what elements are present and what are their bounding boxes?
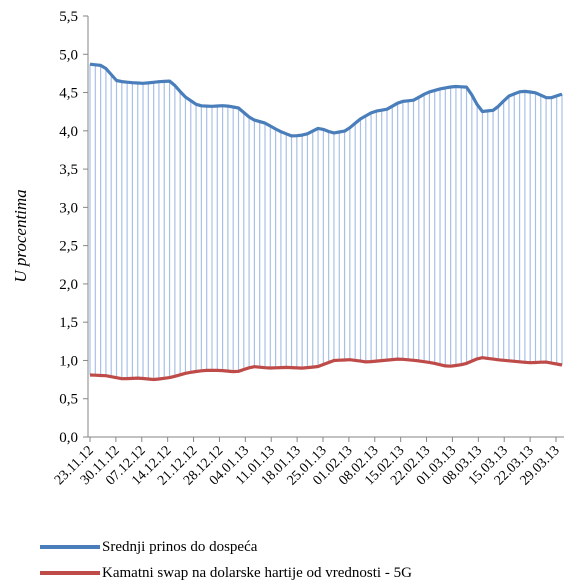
y-tick-label: 3,5 bbox=[59, 162, 78, 178]
legend-item-yield: Srednji prinos do dospeća bbox=[40, 534, 412, 560]
y-tick-label: 0,0 bbox=[59, 430, 78, 446]
legend-label-swap: Kamatni swap na dolarske hartije od vred… bbox=[102, 564, 412, 581]
y-tick-label: 1,5 bbox=[59, 315, 78, 331]
legend-item-swap: Kamatni swap na dolarske hartije od vred… bbox=[40, 560, 412, 586]
legend-swatch-yield bbox=[40, 545, 100, 549]
drop-lines bbox=[89, 64, 563, 380]
y-tick-label: 2,0 bbox=[59, 277, 78, 293]
y-axis-label: U procentima bbox=[11, 189, 30, 282]
y-tick-labels: 0,0 0,5 1,0 1,5 2,0 2,5 3,0 3,5 4,0 4,5 5,0 5,5 bbox=[59, 9, 78, 446]
y-tick-label: 3,0 bbox=[59, 200, 78, 216]
y-tick-label: 0,5 bbox=[59, 392, 78, 408]
chart-plot: 0,0 0,5 1,0 1,5 2,0 2,5 3,0 3,5 4,0 4,5 5,0 5,5 23.… bbox=[11, 9, 564, 488]
x-tick-labels: 23.11.1230.11.1207.12.1214.12.1221.12.12… bbox=[52, 443, 563, 488]
series-line-swap bbox=[89, 356, 563, 382]
y-tick-label: 5,0 bbox=[59, 47, 78, 63]
y-tick-label: 4,5 bbox=[59, 86, 78, 102]
series-line-yield bbox=[89, 62, 563, 138]
y-tick-label: 5,5 bbox=[59, 9, 78, 25]
axes bbox=[83, 15, 564, 442]
legend: Srednji prinos do dospeća Kamatni swap n… bbox=[40, 534, 412, 586]
legend-swatch-swap bbox=[40, 571, 100, 575]
y-tick-label: 1,0 bbox=[59, 353, 78, 369]
legend-label-yield: Srednji prinos do dospeća bbox=[102, 538, 258, 555]
y-tick-label: 4,0 bbox=[59, 124, 78, 140]
y-tick-label: 2,5 bbox=[59, 239, 78, 255]
series-lines bbox=[89, 62, 563, 382]
